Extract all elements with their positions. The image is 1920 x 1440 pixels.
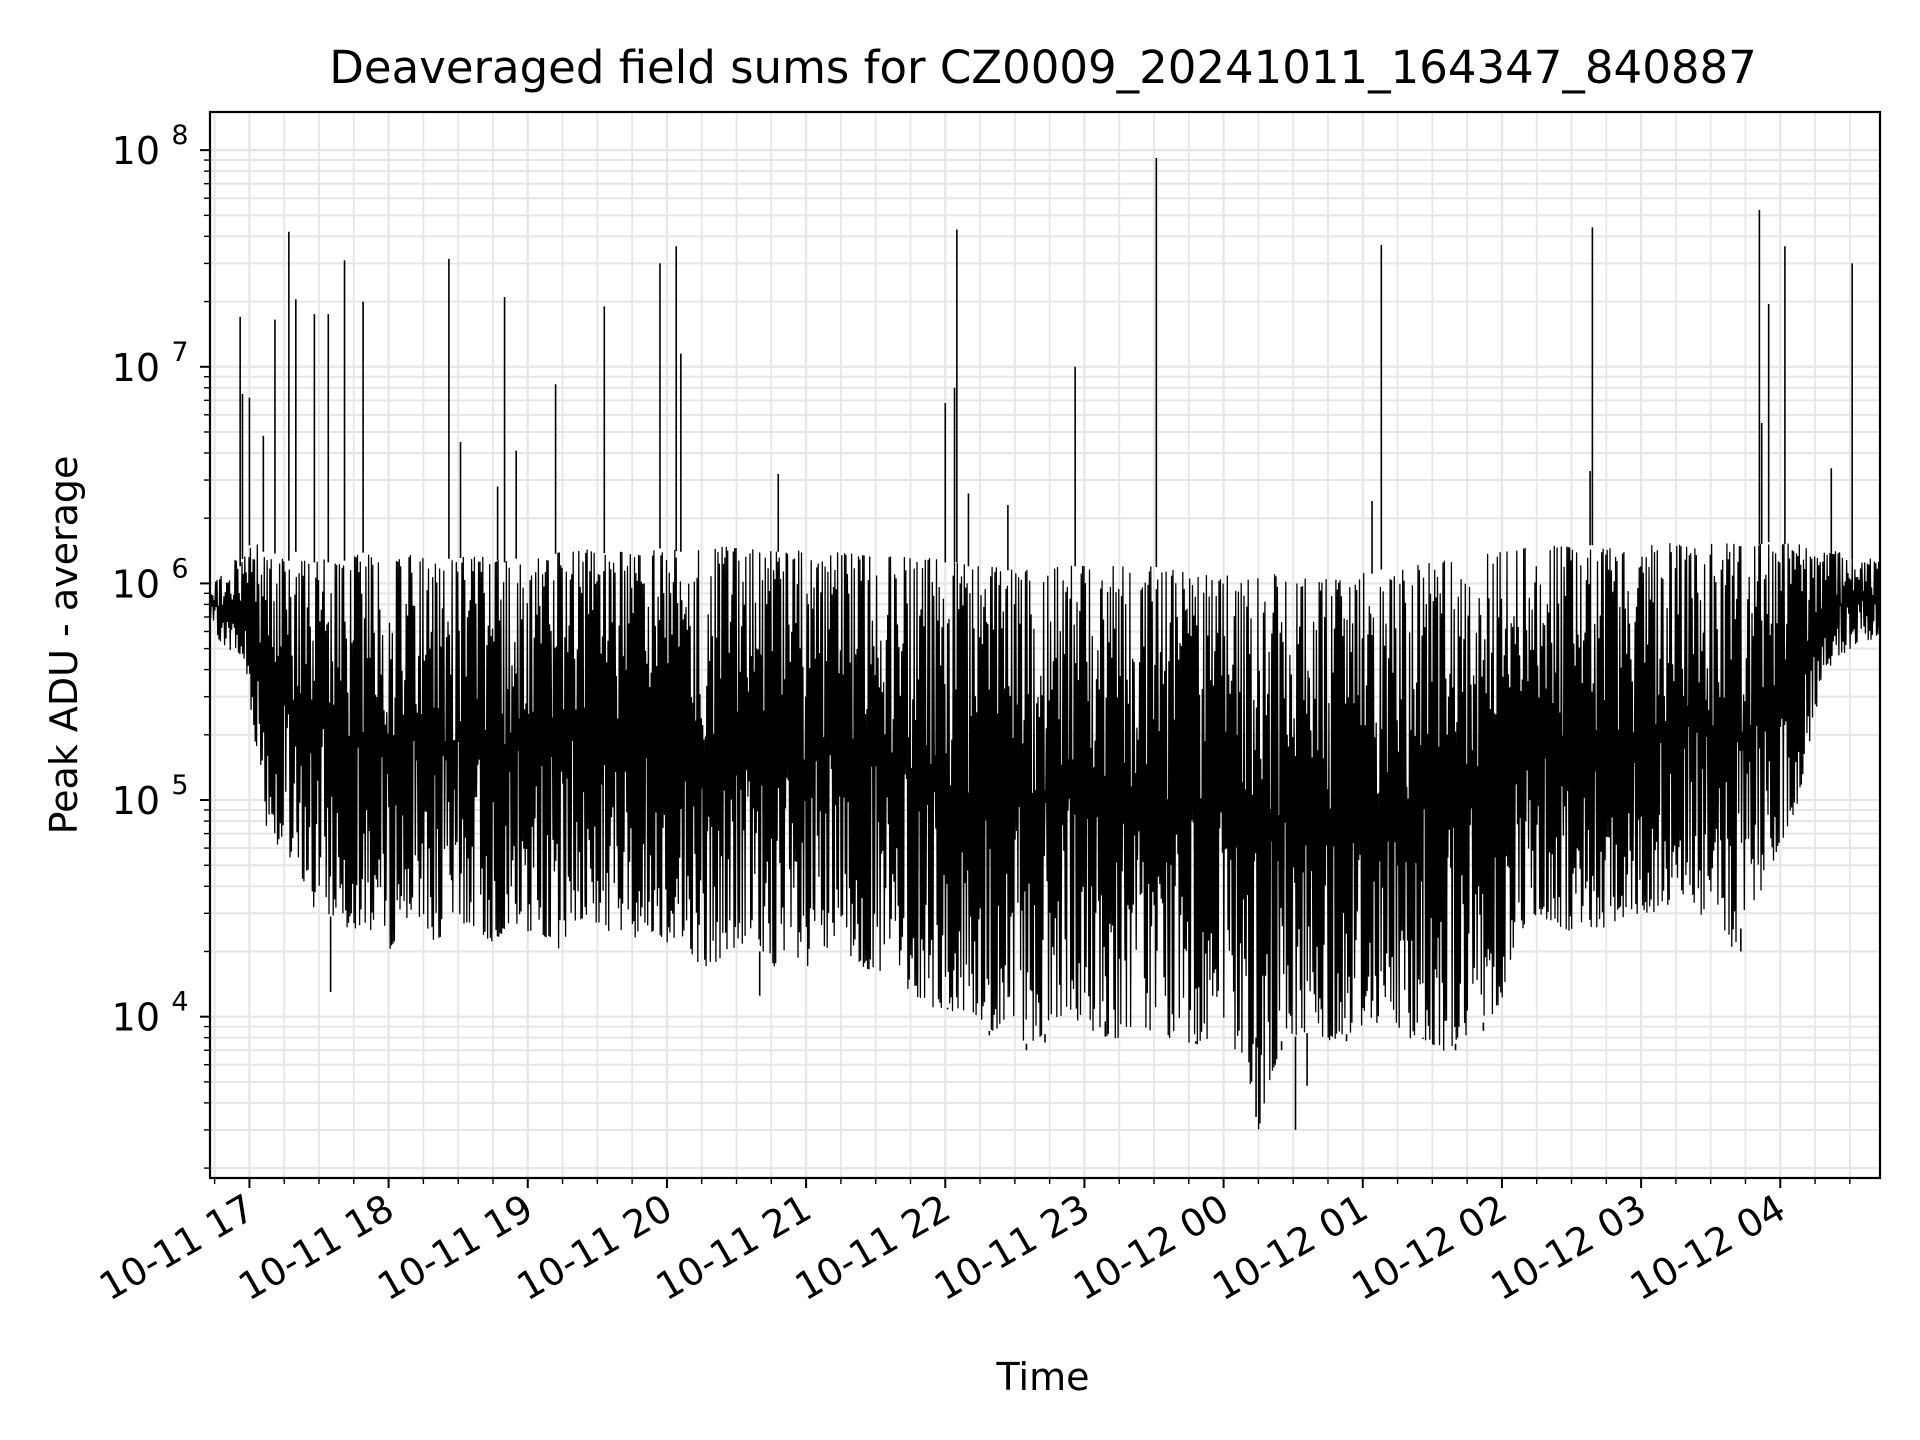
signal-line: [209, 543, 1881, 1130]
x-axis-label: Time: [996, 1355, 1090, 1399]
y-tick-exponent: 6: [171, 553, 188, 584]
chart-title: Deaveraged field sums for CZ0009_2024101…: [329, 41, 1756, 94]
y-axis-ticks: 10 4 10 5 10 6 10 7 10 8: [112, 120, 210, 1169]
y-axis-label: Peak ADU - average: [42, 456, 86, 835]
y-tick-label: 10: [112, 346, 160, 390]
y-tick-exponent: 5: [171, 770, 188, 801]
y-tick-exponent: 4: [171, 987, 188, 1018]
y-tick-label: 10: [112, 129, 160, 173]
plot-data: [209, 157, 1881, 1130]
plot-frame: [208, 110, 1882, 1180]
y-tick-label: 10: [112, 779, 160, 823]
y-tick-exponent: 8: [171, 120, 188, 151]
y-tick-label: 10: [112, 562, 160, 606]
y-tick-exponent: 7: [171, 337, 188, 368]
y-tick-label: 10: [112, 996, 160, 1040]
